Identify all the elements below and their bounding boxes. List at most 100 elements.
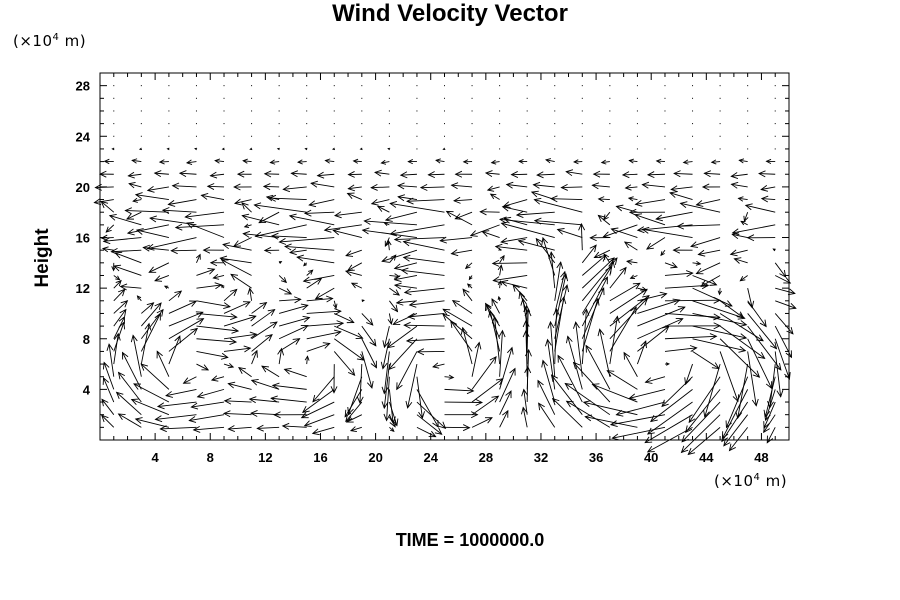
vector-head <box>290 170 299 178</box>
vector-shaft <box>168 318 204 340</box>
wind-vector <box>113 123 115 125</box>
wind-vector <box>497 280 503 289</box>
vector-shaft <box>279 304 308 314</box>
vector-shaft <box>499 347 513 390</box>
vector-head <box>521 388 529 397</box>
wind-vector <box>223 97 225 99</box>
wind-vector <box>442 147 446 151</box>
wind-vector <box>669 191 693 200</box>
vector-head <box>149 215 157 223</box>
vector-head <box>163 285 169 290</box>
wind-vector <box>687 427 721 456</box>
vector-shaft <box>383 364 390 409</box>
wind-vector <box>581 148 583 150</box>
wind-vector <box>767 364 776 409</box>
wind-vector <box>655 158 666 164</box>
vector-shaft <box>396 351 418 390</box>
wind-vector <box>140 123 142 125</box>
wind-vector <box>416 376 426 419</box>
vector-shaft <box>157 401 197 408</box>
vector-shaft <box>101 415 115 428</box>
vector-head <box>627 196 634 202</box>
wind-vector <box>261 365 280 378</box>
wind-vector <box>499 123 501 125</box>
vector-head <box>737 196 744 202</box>
vector-shaft <box>129 183 142 188</box>
vector-shaft <box>692 300 745 319</box>
wind-vector <box>192 425 225 433</box>
vector-shaft <box>361 338 377 368</box>
vector-shaft <box>196 284 222 289</box>
wind-vector <box>278 338 301 352</box>
vector-head <box>701 183 710 191</box>
vector-head <box>603 214 609 221</box>
wind-vector <box>303 209 335 217</box>
vector-head <box>484 170 493 177</box>
vector-shaft <box>739 159 748 163</box>
wind-vector <box>621 171 638 179</box>
wind-vector <box>168 318 205 340</box>
vector-shaft <box>233 237 252 247</box>
vector-shaft <box>183 376 197 384</box>
vector-head <box>146 243 155 251</box>
vector-head <box>248 314 257 322</box>
vector-head <box>695 260 702 266</box>
vector-head <box>628 158 634 164</box>
vector-shaft <box>306 278 322 289</box>
vector-shaft <box>671 186 693 190</box>
vector-head <box>591 383 600 390</box>
wind-vector <box>195 253 201 264</box>
vector-shaft <box>196 325 239 332</box>
wind-vector <box>533 197 583 213</box>
vector-shaft <box>94 199 114 204</box>
vector-head <box>744 203 753 211</box>
vector-head <box>148 266 157 273</box>
vector-head <box>289 248 297 256</box>
vector-shaft <box>396 300 417 304</box>
vector-shaft <box>345 270 362 276</box>
vector-head <box>646 242 654 250</box>
vector-head <box>347 184 356 192</box>
vector-shaft <box>525 320 528 365</box>
vector-head <box>466 387 475 395</box>
vector-shaft <box>128 173 142 177</box>
wind-vector <box>609 85 611 87</box>
vector-head <box>303 262 307 267</box>
wind-vector <box>719 338 761 378</box>
vector-head <box>349 426 357 433</box>
wind-vector <box>223 331 258 340</box>
vector-dot <box>581 135 583 137</box>
wind-vector <box>220 259 252 276</box>
vector-dot <box>747 85 749 87</box>
wind-vector <box>278 110 280 112</box>
vector-shaft <box>442 308 473 327</box>
vector-shaft <box>103 362 115 390</box>
vector-shaft <box>637 287 647 291</box>
wind-vector <box>532 181 555 189</box>
wind-vector <box>140 363 170 390</box>
wind-vector <box>380 159 390 165</box>
wind-vector <box>692 110 694 112</box>
wind-vector <box>134 192 169 200</box>
vector-dot <box>692 110 694 112</box>
vector-head <box>729 249 738 257</box>
y-tick-label: 28 <box>76 79 90 94</box>
vector-shaft <box>254 204 307 213</box>
wind-vector <box>165 388 197 398</box>
vector-shaft <box>656 211 693 220</box>
wind-vector <box>462 159 473 165</box>
vector-shaft <box>141 302 154 314</box>
wind-vector <box>692 260 702 266</box>
vector-shaft <box>732 224 776 234</box>
vector-shaft <box>312 376 335 403</box>
wind-vector <box>106 343 115 377</box>
vector-head <box>227 363 235 369</box>
vector-head <box>746 234 755 242</box>
vector-shaft <box>680 202 721 213</box>
vector-head <box>416 348 425 356</box>
vector-dot <box>747 123 749 125</box>
vector-head <box>136 295 142 300</box>
vector-head <box>498 329 506 338</box>
vector-head <box>701 282 710 290</box>
wind-vector <box>471 135 473 137</box>
